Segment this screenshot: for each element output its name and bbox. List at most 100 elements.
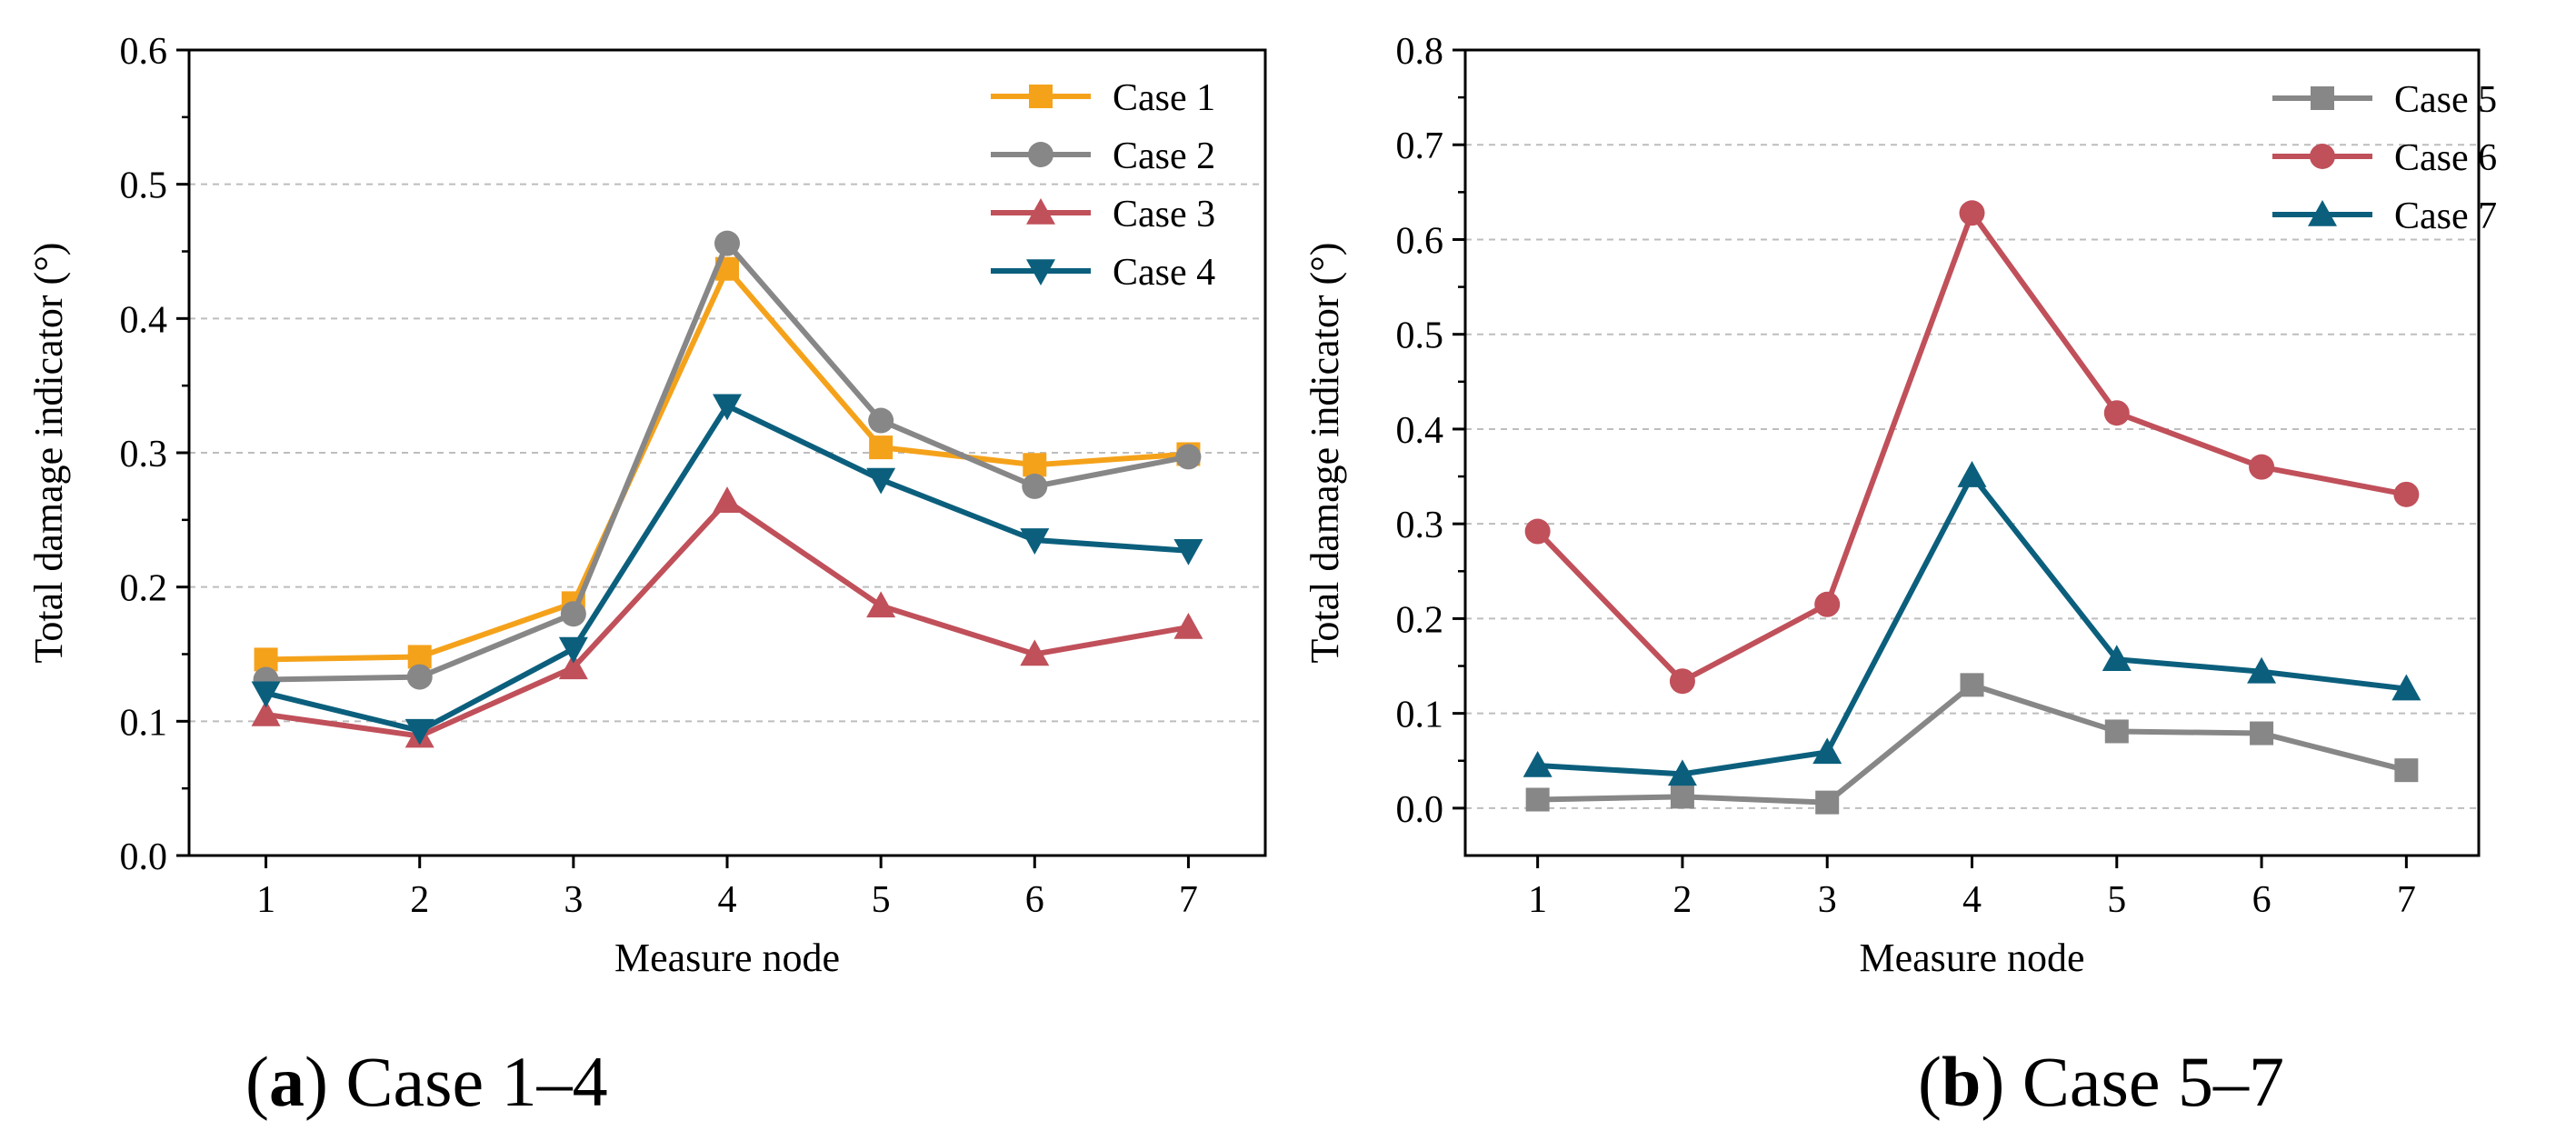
data-point-3-6 bbox=[1173, 538, 1203, 565]
data-point-2-3 bbox=[1957, 461, 1987, 487]
series-line-0 bbox=[265, 265, 1189, 663]
caption-b-letter: b bbox=[1941, 1042, 1982, 1121]
data-point-1-3 bbox=[714, 230, 740, 256]
chart-panel-b: 0.0 0.1 0.2 0.3 0.4 0.5 0.6 0.7 0.8 1 2 3 4 5 6 7 Measur… bbox=[1303, 31, 2497, 980]
data-point-0-4 bbox=[2104, 719, 2129, 744]
y-tick-label-8: 0.8 bbox=[1396, 31, 1444, 73]
data-point-2-4 bbox=[866, 591, 896, 618]
data-point-1-4 bbox=[2103, 400, 2130, 426]
legend-marker-1 bbox=[2310, 144, 2335, 169]
y-tick-label-5: 0.5 bbox=[1396, 315, 1444, 357]
y-tick-label-0: 0.0 bbox=[1396, 789, 1444, 831]
legend-label-2: Case 3 bbox=[1113, 194, 1215, 235]
data-point-1-1 bbox=[1669, 668, 1695, 695]
x-axis-title: Measure node bbox=[1859, 936, 2084, 980]
series-case-3 bbox=[251, 486, 1203, 748]
data-point-3-4 bbox=[866, 467, 896, 495]
data-point-2-5 bbox=[1020, 639, 1050, 666]
y-tick-label-0: 0.0 bbox=[120, 836, 168, 878]
caption-a-letter: a bbox=[268, 1042, 305, 1121]
y-tick-label-5: 0.5 bbox=[120, 165, 168, 207]
data-point-2-2 bbox=[1812, 737, 1842, 765]
y-tick-label-1: 0.1 bbox=[1396, 695, 1444, 736]
legend-marker-3 bbox=[1026, 259, 1055, 285]
legend-label-0: Case 5 bbox=[2394, 79, 2497, 121]
data-point-2-1 bbox=[1667, 759, 1697, 786]
x-tick-label-3: 4 bbox=[718, 879, 737, 921]
data-point-0-3 bbox=[1960, 673, 1984, 697]
caption-a: (a) Case 1–4 bbox=[245, 1042, 608, 1121]
data-point-0-6 bbox=[2394, 758, 2419, 783]
data-point-3-3 bbox=[713, 394, 742, 421]
x-tick-label-4: 5 bbox=[2107, 879, 2126, 921]
data-point-0-4 bbox=[869, 435, 894, 460]
x-tick-label-2: 3 bbox=[564, 879, 583, 921]
data-point-1-6 bbox=[2393, 481, 2420, 507]
data-point-2-2 bbox=[558, 653, 588, 680]
legend-marker-2 bbox=[1026, 198, 1055, 225]
x-tick-label-1: 2 bbox=[1672, 879, 1692, 921]
x-tick-label-4: 5 bbox=[872, 879, 891, 921]
x-tick-label-1: 2 bbox=[410, 879, 429, 921]
y-tick-label-2: 0.2 bbox=[1396, 599, 1444, 641]
y-tick-label-6: 0.6 bbox=[120, 31, 168, 73]
data-point-0-0 bbox=[1525, 787, 1550, 812]
data-point-2-6 bbox=[1173, 612, 1203, 639]
series-case-7 bbox=[1523, 461, 2421, 786]
data-point-0-5 bbox=[2250, 721, 2274, 746]
y-axis-title: Total damage indicator (°) bbox=[1303, 243, 1347, 664]
data-point-1-1 bbox=[406, 664, 433, 690]
x-tick-label-0: 1 bbox=[1528, 879, 1547, 921]
x-tick-label-5: 6 bbox=[2252, 879, 2271, 921]
plot-frame bbox=[1463, 48, 2481, 857]
data-point-3-5 bbox=[1020, 528, 1050, 555]
caption-b-text: Case 5–7 bbox=[2022, 1042, 2284, 1121]
legend-label-1: Case 2 bbox=[1113, 135, 1215, 177]
data-point-1-3 bbox=[1959, 200, 1985, 226]
y-tick-label-4: 0.4 bbox=[1396, 410, 1444, 452]
legend-marker-2 bbox=[2308, 200, 2337, 226]
data-point-2-0 bbox=[1523, 750, 1553, 777]
series-line-2 bbox=[1537, 473, 2407, 777]
series-line-0 bbox=[1537, 682, 2408, 806]
data-point-2-6 bbox=[2391, 674, 2421, 701]
data-point-2-3 bbox=[713, 486, 742, 513]
data-point-1-2 bbox=[560, 601, 586, 627]
plot-frame bbox=[187, 48, 1267, 857]
x-tick-label-6: 7 bbox=[2397, 879, 2416, 921]
series-line-3 bbox=[265, 403, 1189, 734]
x-tick-label-3: 4 bbox=[1962, 879, 1982, 921]
legend-marker-0 bbox=[2311, 86, 2334, 110]
series-line-2 bbox=[265, 498, 1189, 739]
x-axis-title: Measure node bbox=[614, 936, 840, 980]
series-case-4 bbox=[251, 394, 1203, 746]
legend-label-0: Case 1 bbox=[1113, 77, 1215, 119]
data-point-1-5 bbox=[2249, 454, 2275, 480]
data-point-2-5 bbox=[2247, 656, 2277, 684]
data-point-1-5 bbox=[1022, 473, 1048, 499]
y-tick-label-7: 0.7 bbox=[1396, 125, 1444, 167]
data-point-0-1 bbox=[1670, 785, 1694, 809]
data-point-1-0 bbox=[1524, 518, 1551, 545]
legend: Case 5 Case 6 Case 7 bbox=[2272, 79, 2497, 237]
x-tick-label-6: 7 bbox=[1179, 879, 1198, 921]
data-point-3-1 bbox=[404, 718, 434, 746]
legend-label-3: Case 4 bbox=[1113, 252, 1215, 294]
data-point-0-2 bbox=[1815, 790, 1840, 815]
chart-panel-a: 0.0 0.1 0.2 0.3 0.4 0.5 0.6 1 2 3 4 5 6 7 Measure node… bbox=[26, 31, 1267, 980]
legend-label-2: Case 7 bbox=[2394, 195, 2497, 237]
y-tick-label-4: 0.4 bbox=[120, 299, 168, 341]
legend-marker-1 bbox=[1028, 142, 1053, 167]
y-tick-label-3: 0.3 bbox=[1396, 505, 1444, 546]
y-tick-label-3: 0.3 bbox=[120, 434, 168, 475]
data-point-1-4 bbox=[868, 407, 894, 434]
legend: Case 1 Case 2 Case 3 Case 4 bbox=[991, 77, 1215, 294]
legend-marker-0 bbox=[1029, 85, 1053, 108]
series-case-6 bbox=[1524, 200, 2420, 695]
legend-label-1: Case 6 bbox=[2394, 137, 2497, 179]
data-point-3-0 bbox=[251, 681, 281, 708]
caption-a-text: Case 1–4 bbox=[345, 1042, 608, 1121]
caption-b: (b) Case 5–7 bbox=[1918, 1042, 2284, 1121]
x-tick-label-5: 6 bbox=[1025, 879, 1044, 921]
